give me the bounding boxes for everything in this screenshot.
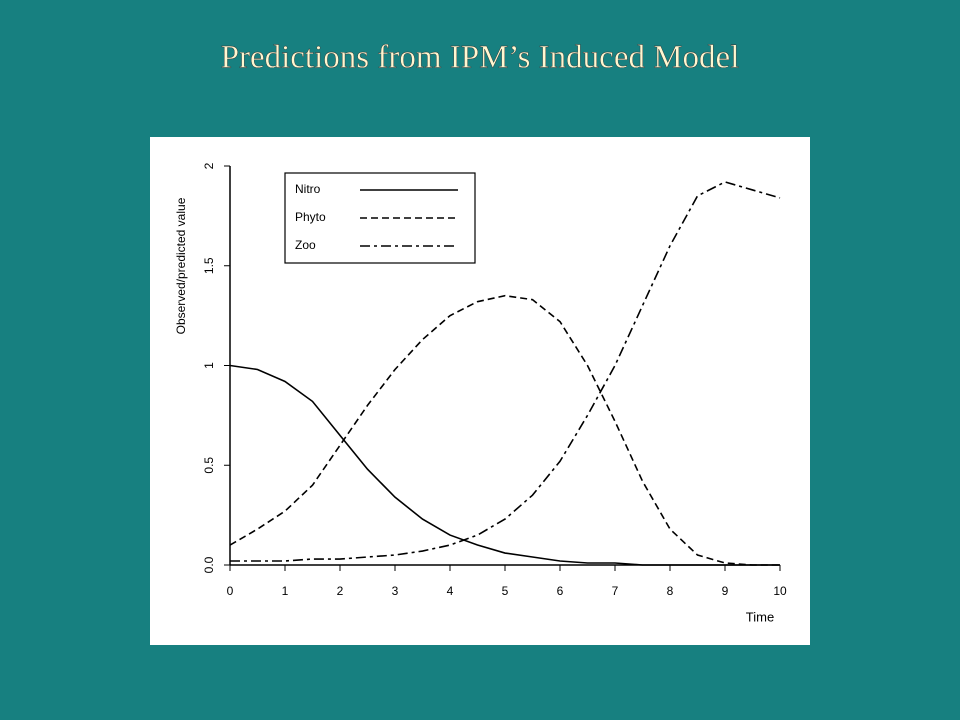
- x-tick-label: 1: [282, 584, 289, 598]
- series-line: [230, 181, 781, 562]
- y-tick-label: 1.5: [202, 257, 216, 274]
- y-axis-label: Observed/predicted value: [174, 197, 188, 334]
- y-tick-label: 1: [202, 362, 216, 369]
- legend-label: Phyto: [295, 210, 326, 224]
- x-tick-label: 9: [722, 584, 729, 598]
- y-tick-label: 2: [202, 162, 216, 169]
- x-tick-label: 5: [502, 584, 509, 598]
- x-tick-label: 3: [392, 584, 399, 598]
- x-tick-label: 6: [557, 584, 564, 598]
- chart-panel: [150, 137, 810, 645]
- x-tick-label: 2: [337, 584, 344, 598]
- x-tick-label: 0: [227, 584, 234, 598]
- x-tick-label: 10: [773, 584, 787, 598]
- legend-label: Nitro: [295, 182, 321, 196]
- x-axis-label: Time: [746, 609, 774, 624]
- y-tick-label: 0.5: [202, 457, 216, 474]
- legend-label: Zoo: [295, 238, 316, 252]
- y-tick-label: 0.0: [202, 556, 216, 573]
- series-line: [229, 294, 780, 566]
- series-line: [229, 364, 780, 566]
- x-tick-label: 8: [667, 584, 674, 598]
- x-tick-label: 4: [447, 584, 454, 598]
- x-tick-label: 7: [612, 584, 619, 598]
- slide-title: Predictions from IPM’s Induced Model: [221, 40, 740, 76]
